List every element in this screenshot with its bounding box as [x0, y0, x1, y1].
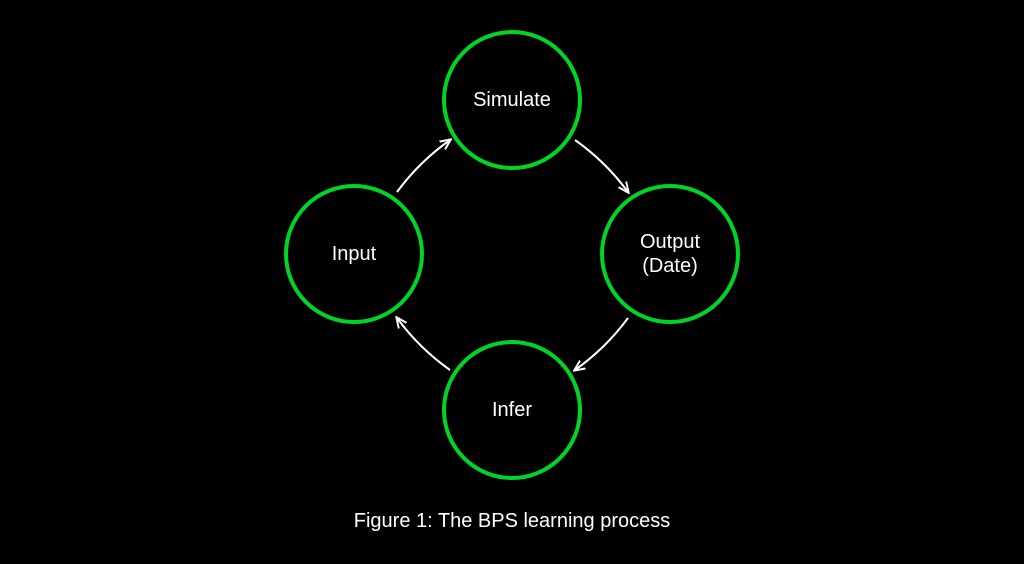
caption-text: Figure 1: The BPS learning process	[354, 510, 670, 532]
node-label: Simulate	[473, 88, 551, 112]
arrow	[397, 140, 450, 192]
arrow	[397, 318, 450, 370]
node-simulate: Simulate	[442, 30, 582, 170]
node-label: Output(Date)	[640, 230, 700, 278]
node-infer: Infer	[442, 340, 582, 480]
arrow	[575, 140, 628, 192]
node-output: Output(Date)	[600, 184, 740, 324]
arrow	[575, 318, 628, 370]
node-input: Input	[284, 184, 424, 324]
node-label: Input	[332, 242, 376, 266]
figure-caption: Figure 1: The BPS learning process	[0, 510, 1024, 533]
diagram-stage: Simulate Output(Date) Infer Input Figure…	[0, 0, 1024, 564]
node-label: Infer	[492, 398, 532, 422]
